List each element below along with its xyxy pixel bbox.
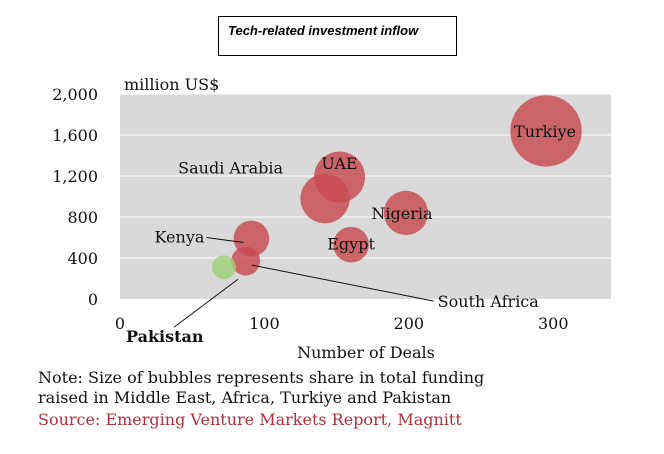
leader-lines: [173, 237, 434, 328]
bubble-egypt: [333, 226, 369, 263]
source-text: Source: Emerging Venture Markets Report,…: [38, 410, 462, 429]
bubble-label: Egypt: [327, 235, 375, 254]
x-tick-label: 100: [249, 314, 280, 333]
bubble-turkiye: [510, 95, 582, 167]
y-tick-label: 0: [88, 290, 98, 309]
y-tick-label: 1,600: [52, 126, 98, 145]
gridlines: [120, 93, 611, 259]
y-tick-label: 1,200: [52, 167, 98, 186]
south-africa-leader-line: [251, 264, 434, 302]
y-tick-label: 800: [67, 208, 98, 227]
bubble-label: Saudi Arabia: [178, 159, 283, 178]
bubble-label: South Africa: [438, 292, 540, 311]
y-tick-label: 2,000: [52, 85, 98, 104]
y-tick-label: 400: [67, 249, 98, 268]
pakistan-leader-line: [173, 278, 239, 328]
bubble-label: Pakistan: [126, 327, 204, 346]
bubble-nigeria: [383, 190, 429, 235]
chart-title: Tech-related investment inflow: [228, 23, 419, 38]
y-axis-label: million US$: [124, 75, 219, 94]
bubble-label: Kenya: [155, 228, 205, 247]
kenya-leader-line: [206, 237, 244, 244]
bubble-saudi-arabia: [300, 173, 350, 224]
y-tick-labels: 0 400 800 1,200 1,600 2,000: [52, 85, 98, 309]
chart-title-box: Tech-related investment inflow: [218, 16, 457, 56]
x-tick-label: 0: [115, 314, 125, 333]
x-axis-label: Number of Deals: [297, 343, 435, 362]
note-line-2: raised in Middle East, Africa, Turkiye a…: [38, 388, 452, 407]
x-tick-labels: 0 100 200 300: [115, 314, 569, 333]
note-line-1: Note: Size of bubbles represents share i…: [38, 368, 485, 387]
bubble-pakistan: [212, 255, 236, 280]
bubbles: [212, 95, 582, 280]
bubble-label: Turkiye: [514, 122, 576, 141]
bubble-south-africa: [231, 246, 261, 276]
x-tick-label: 200: [394, 314, 425, 333]
bubble-labels: Turkiye UAE Saudi Arabia Nigeria Egypt Kenya S…: [126, 122, 576, 346]
bubble-label: UAE: [321, 154, 357, 173]
x-tick-label: 300: [538, 314, 569, 333]
bubble-label: Nigeria: [371, 204, 433, 223]
